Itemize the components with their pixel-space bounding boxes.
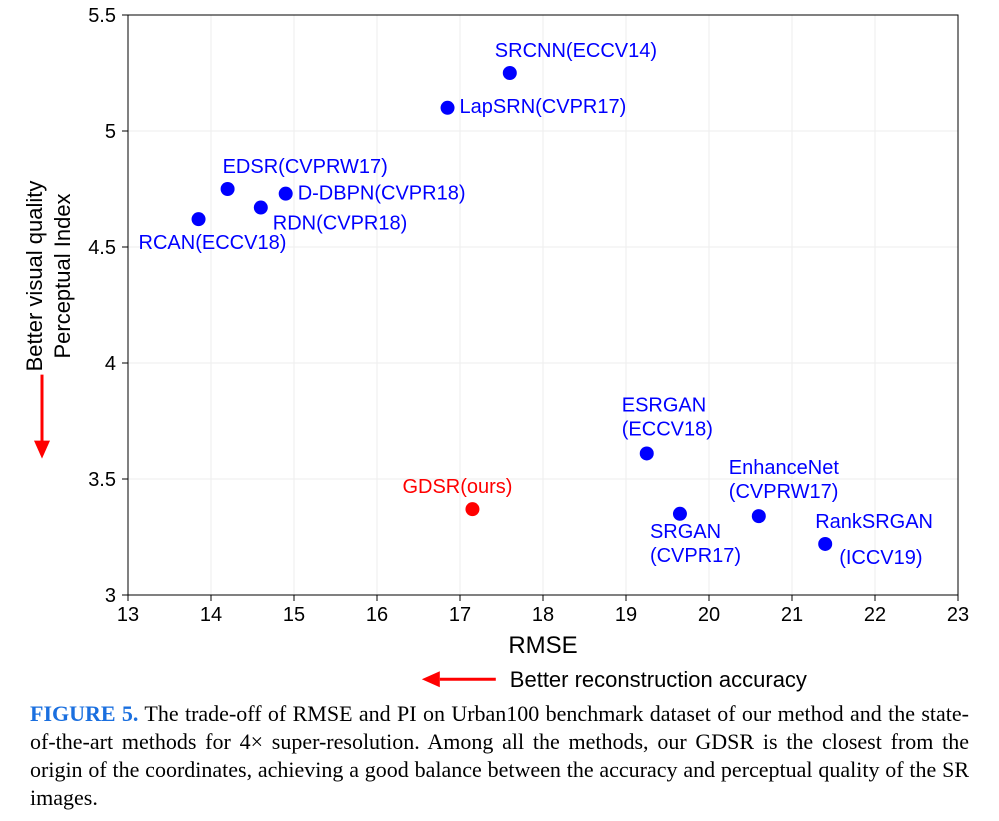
y-tick-label: 5 (105, 121, 116, 143)
y-tick-label: 3 (105, 585, 116, 607)
point-label: EnhanceNet (729, 457, 840, 479)
point-label: SRGAN (650, 521, 721, 543)
x-tick-label: 21 (781, 604, 803, 626)
point-label-line2: (CVPR17) (650, 545, 741, 567)
point-label: D-DBPN(CVPR18) (298, 183, 466, 205)
data-point (254, 201, 268, 215)
y-tick-label: 4.5 (88, 237, 116, 259)
point-label: SRCNN(ECCV14) (495, 40, 657, 62)
x-axis-label: RMSE (508, 632, 577, 659)
data-point (673, 507, 687, 521)
data-point (279, 187, 293, 201)
x-better-arrowhead (422, 671, 440, 687)
point-label-line2: (ICCV19) (839, 547, 922, 569)
x-better-label: Better reconstruction accuracy (510, 667, 807, 692)
y-tick-label: 5.5 (88, 5, 116, 27)
x-tick-label: 14 (200, 604, 222, 626)
x-tick-label: 16 (366, 604, 388, 626)
point-label: RCAN(ECCV18) (139, 232, 287, 254)
figure-label: FIGURE 5. (30, 701, 138, 726)
point-label: RDN(CVPR18) (273, 213, 407, 235)
data-point (503, 66, 517, 80)
scatter-chart: 13 14 15 16 17 18 19 20 21 22 23 3 3.5 4 4.5 5 5.5 RMSE Pe… (0, 0, 999, 700)
x-tick-label: 19 (615, 604, 637, 626)
data-point (192, 212, 206, 226)
point-label: LapSRN(CVPR17) (460, 96, 627, 118)
point-label: ESRGAN (622, 394, 706, 416)
point-label: GDSR(ours) (402, 476, 512, 498)
caption-multiplier: 4× (240, 729, 263, 754)
data-point (818, 537, 832, 551)
point-label: RankSRGAN (815, 511, 933, 533)
data-point (221, 182, 235, 196)
y-axis-label: Perceptual Index (50, 193, 75, 358)
x-tick-label: 20 (698, 604, 720, 626)
x-tick-label: 15 (283, 604, 305, 626)
point-label-line2: (ECCV18) (622, 418, 713, 440)
data-point (752, 509, 766, 523)
x-tick-label: 17 (449, 604, 471, 626)
y-tick-label: 4 (105, 353, 116, 375)
x-tick-label: 13 (117, 604, 139, 626)
x-tick-label: 22 (864, 604, 886, 626)
point-label-line2: (CVPRW17) (729, 481, 839, 503)
x-tick-label: 23 (947, 604, 969, 626)
y-better-arrowhead (34, 441, 50, 459)
x-tick-label: 18 (532, 604, 554, 626)
y-better-label: Better visual quality (22, 181, 47, 372)
data-point (640, 446, 654, 460)
figure-caption: FIGURE 5. The trade-off of RMSE and PI o… (30, 700, 969, 812)
data-point (441, 101, 455, 115)
data-point (465, 502, 479, 516)
y-tick-label: 3.5 (88, 469, 116, 491)
point-label: EDSR(CVPRW17) (223, 156, 388, 178)
